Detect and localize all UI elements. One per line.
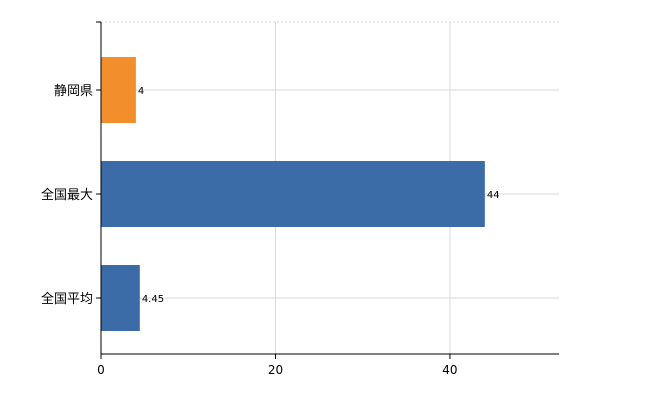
category-label: 全国最大 bbox=[41, 187, 93, 203]
x-tick-label: 20 bbox=[268, 363, 283, 377]
bars bbox=[101, 57, 485, 331]
axes bbox=[96, 21, 559, 359]
bar bbox=[101, 57, 136, 123]
labels: 0 20 40 静岡県 4 全国最大 44 全国平均 4.45 bbox=[41, 84, 500, 377]
category-label: 静岡県 bbox=[54, 84, 93, 99]
data-label: 44 bbox=[487, 190, 500, 201]
bar bbox=[101, 161, 485, 227]
data-label: 4.45 bbox=[142, 294, 164, 305]
x-tick-label: 0 bbox=[97, 363, 105, 377]
x-tick-label: 40 bbox=[442, 363, 457, 377]
data-label: 4 bbox=[138, 86, 144, 97]
category-label: 全国平均 bbox=[41, 291, 93, 307]
bar bbox=[101, 265, 140, 331]
